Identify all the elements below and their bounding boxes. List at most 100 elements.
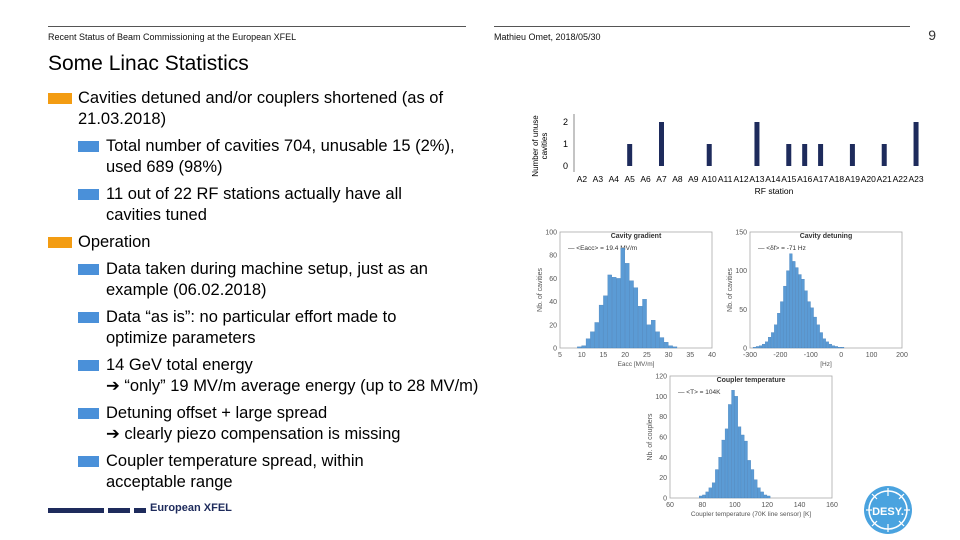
bullet-text: Total number of cavities 704, unusable 1… [106,137,455,176]
histogram-bar [792,261,796,349]
histogram-bar [744,440,748,499]
bullet-item: Data “as is”: no particular effort made … [48,307,528,349]
x-tick-label: 5 [558,352,562,359]
x-tick-label: 10 [578,352,586,359]
y-tick-label: 150 [735,230,747,237]
x-tick-label: -300 [743,352,757,359]
bullet-text: Data taken during machine setup, just as… [106,260,428,299]
histogram-bar [629,280,634,349]
histogram-bar [819,332,823,349]
x-tick-label: 100 [866,352,878,359]
histogram-bar [590,331,595,349]
bullet-text: Operation [78,233,151,251]
bullet-item: Total number of cavities 704, unusable 1… [48,136,528,178]
x-tick-label: 20 [621,352,629,359]
histogram-bar [816,324,820,349]
header-rule-left [48,26,466,27]
x-tick-label: A14 [765,174,780,184]
bar [913,122,919,166]
bullet-item: 14 GeV total energy ➔ “only” 19 MV/m ave… [48,355,528,397]
y-tick-label: 0 [663,496,667,503]
histogram-bar [795,267,799,349]
bar [802,144,808,166]
unusable-cavities-chart: 0 1 2 Number of unusecavities A2 A3 A4 A5 A6 A7 A8… [531,114,924,196]
bullet-marker [78,360,99,371]
histogram-bar [765,341,769,349]
x-axis-label: [Hz] [820,361,832,368]
legend-label: — <Eacc> = 19.4 MV/m [568,245,637,252]
histogram-bar [757,487,761,499]
x-tick-label: A2 [577,174,588,184]
histogram-bar [763,494,768,499]
bar [849,144,855,166]
histogram-bar [646,324,652,349]
histogram-bar [767,495,771,499]
bullet-marker [78,408,99,419]
histogram-title: Coupler temperature [717,377,786,384]
histogram-bar [760,491,764,499]
histogram-bar [801,279,805,349]
y-tick-label: 120 [655,374,667,381]
bullet-text: Detuning offset + large spread ➔ clearly… [106,404,401,443]
histogram-bar [651,320,656,349]
page-number: 9 [928,27,936,43]
y-axis-label: Number of unusecavities [531,115,549,177]
desy-logo-text: DESY. [872,506,904,518]
footer-bar-3 [134,508,146,513]
bullet-marker [78,189,99,200]
x-tick-label: A13 [749,174,764,184]
histogram-bar [728,404,732,499]
histogram-bar [724,428,729,499]
histogram-bar [655,331,660,349]
histogram-bar [603,295,608,349]
x-tick-label: A20 [861,174,876,184]
x-axis-label: RF station [755,186,794,196]
histogram-bar [638,306,643,349]
histogram-bar [611,277,617,349]
x-tick-label: A15 [781,174,796,184]
histogram-bar [771,332,775,349]
histogram-bar [762,343,766,349]
x-tick-label: 200 [896,352,908,359]
y-tick-label: 0 [553,346,557,353]
histogram-bar [741,434,745,499]
histogram-bar [721,439,725,499]
y-axis-label: Nb. of cavities [727,268,734,312]
histogram-bar [664,342,669,349]
bullet-marker [48,237,72,248]
x-tick-label: A23 [908,174,923,184]
bullet-text: Coupler temperature spread, within accep… [106,452,364,491]
histogram-bar [822,338,826,349]
header-talk-title: Recent Status of Beam Commissioning at t… [48,32,297,42]
histogram-bar [708,487,712,499]
y-tick-label: 0 [743,346,747,353]
histogram-bar [754,479,758,499]
bullet-item: Data taken during machine setup, just as… [48,259,528,301]
histogram-bar [705,491,709,499]
y-tick-label: 100 [545,230,557,237]
y-tick-label: 40 [549,299,557,306]
x-tick-label: A6 [640,174,651,184]
histogram-bar [789,253,793,349]
x-tick-label: A9 [688,174,699,184]
histogram-bar [813,316,817,349]
y-tick-label: 0 [563,161,568,171]
y-tick-label: 40 [659,455,667,462]
histogram-title: Cavity detuning [800,233,853,240]
histogram-bar [731,390,735,499]
y-tick-label: 1 [563,139,568,149]
x-axis-label: Coupler temperature (70K line sensor) [K… [691,511,812,518]
histogram-bar [825,341,829,349]
x-tick-label: A3 [593,174,604,184]
bullet-marker [78,456,99,467]
bullet-item: 11 out of 22 RF stations actually have a… [48,184,528,226]
y-tick-label: 50 [739,307,747,314]
histogram-bar [783,285,787,349]
x-tick-label: A7 [656,174,667,184]
histogram-bar [718,457,722,499]
histogram-bar [598,304,604,349]
y-tick-label: 60 [659,435,667,442]
x-tick-label: A21 [877,174,892,184]
histogram-bar [616,278,621,349]
histogram-bar [734,396,738,499]
